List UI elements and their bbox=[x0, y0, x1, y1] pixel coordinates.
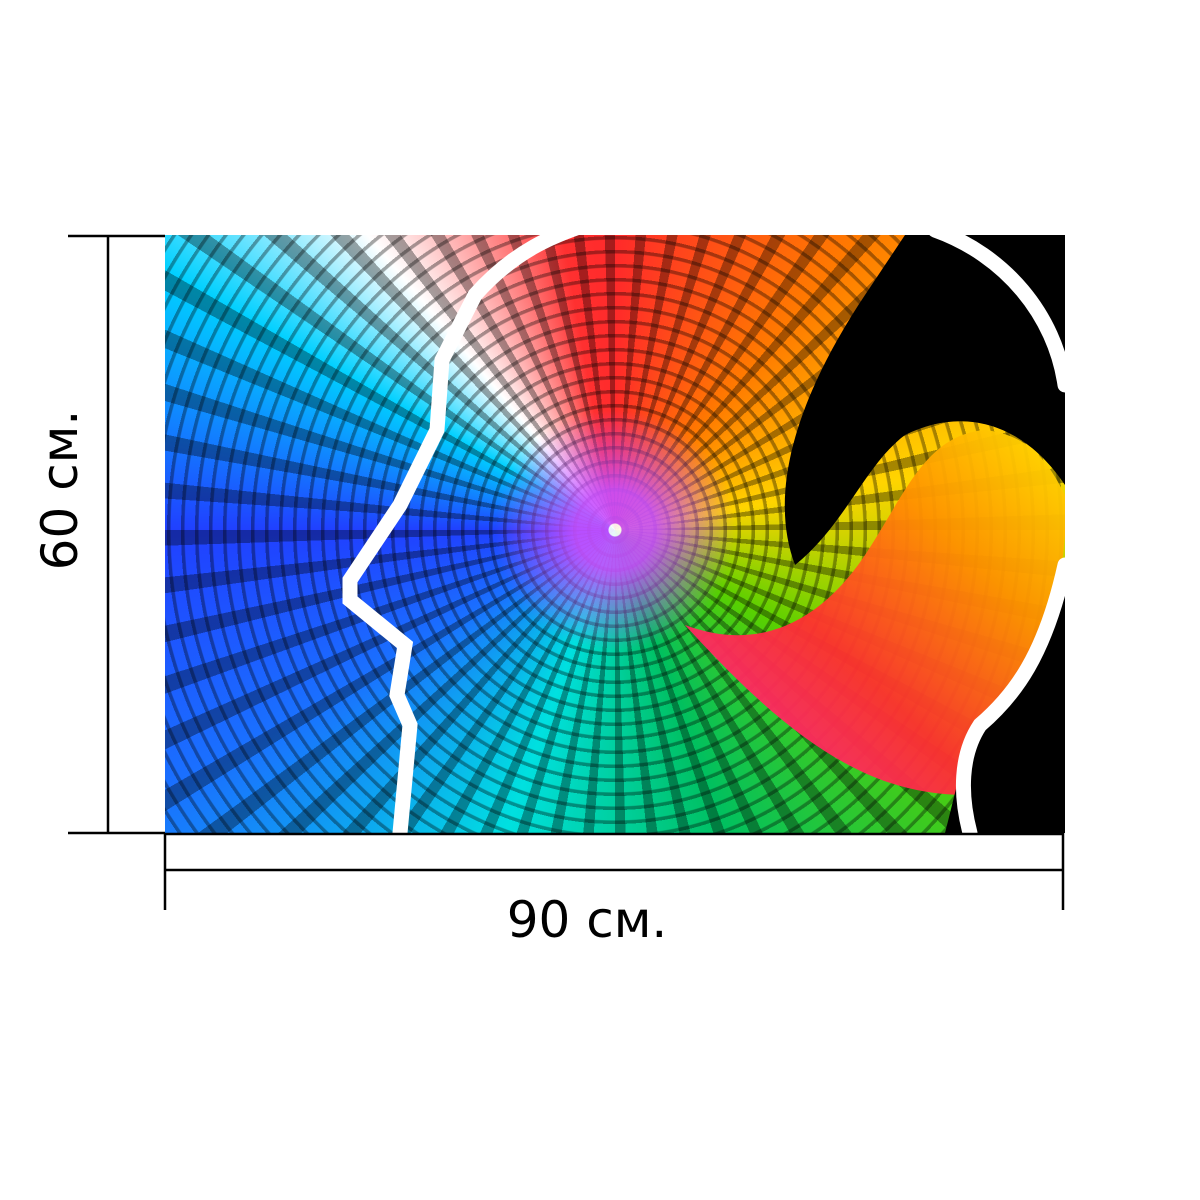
height-label: 60 см. bbox=[31, 409, 89, 571]
head-outline bbox=[342, 235, 1065, 833]
spiral-tail bbox=[685, 430, 1065, 795]
black-area bbox=[945, 565, 1065, 833]
head-outline-layer bbox=[342, 235, 1065, 833]
black-area bbox=[784, 235, 1065, 565]
width-label: 90 см. bbox=[506, 891, 668, 949]
